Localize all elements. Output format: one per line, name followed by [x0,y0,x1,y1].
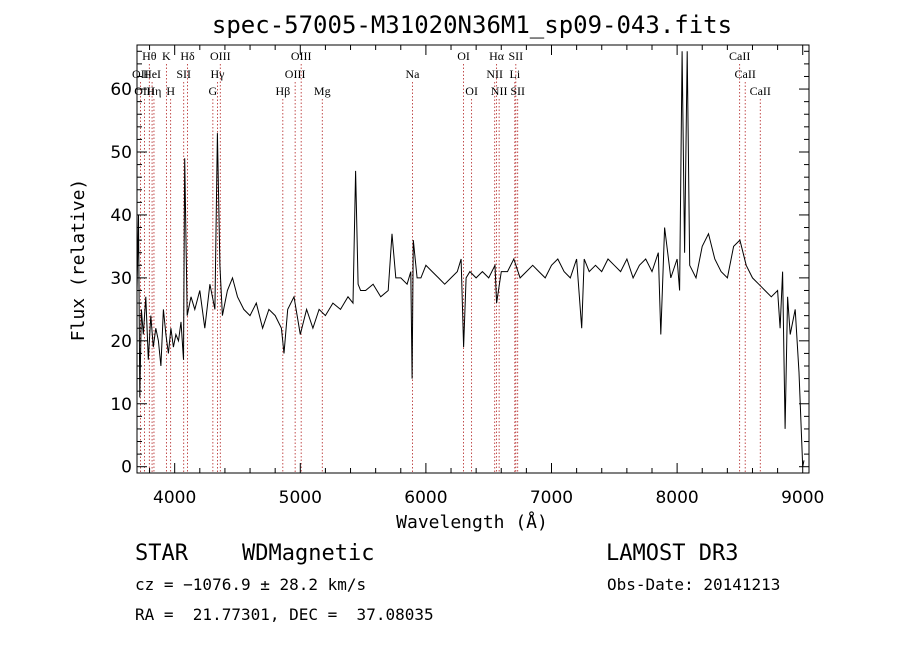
obs-date: Obs-Date: 20141213 [607,575,780,594]
spectral-line-label: K [162,49,171,63]
spectral-line-label: OIII [134,84,155,98]
spectral-line-label: Hδ [180,49,195,63]
spectral-line-label: NII [486,67,503,81]
survey-name: LAMOST DR3 [606,541,738,566]
spectral-line-label: OI [465,84,478,98]
plot-frame [136,44,810,474]
spectrum-line [136,51,805,467]
spectral-line-label: Mg [314,84,331,98]
spectral-line-label: NII [491,84,508,98]
spectral-line-label: Hθ [142,49,157,63]
spectral-line-label: SII [510,84,525,98]
y-tick-label: 10 [110,395,132,415]
y-tick-label: 60 [110,80,132,100]
y-axis: 0 10 20 30 40 50 60 [110,50,809,478]
spectral-line-label: OIII [285,67,306,81]
spectral-line-label: CaII [750,84,771,98]
spectral-line-label: SII [176,67,191,81]
spectral-line-label: G [209,84,218,98]
spectral-line-label: H [166,84,175,98]
spectral-line-label: Hβ [275,84,290,98]
ra-dec: RA = 21.77301, DEC = 37.08035 [135,605,434,624]
spectral-line-label: CaII [729,49,750,63]
redshift-cz: cz = −1076.9 ± 28.2 km/s [135,575,366,594]
x-tick-label: 5000 [279,488,322,508]
spectral-line-label: OI [457,49,470,63]
spectral-line-label: SII [508,49,523,63]
object-class: STAR [135,541,189,566]
x-tick-label: 8000 [655,488,698,508]
x-tick-label: 4000 [153,488,196,508]
x-axis: 4000 5000 6000 7000 8000 9000 [149,45,824,508]
spectral-line-label: Hα [489,49,505,63]
spectral-line-label: OII [132,67,149,81]
spectral-line-label: OIII [210,49,231,63]
y-axis-label: Flux (relative) [68,179,89,342]
spectral-line-label: HeI [143,67,161,81]
x-tick-label: 7000 [530,488,573,508]
spectral-line-label: Hη [146,84,161,98]
spectral-line-label: Li [509,67,520,81]
y-tick-label: 0 [121,458,132,478]
spectral-line-label: Hγ [211,67,226,81]
line-markers [139,64,761,473]
object-subclass: WDMagnetic [242,541,374,566]
x-axis-label: Wavelength (Å) [396,511,548,533]
y-tick-label: 40 [110,206,132,226]
x-tick-label: 6000 [404,488,447,508]
spectral-line-label: CaII [735,67,756,81]
x-tick-label: 9000 [781,488,824,508]
y-tick-label: 20 [110,332,132,352]
chart-title: spec-57005-M31020N36M1_sp09-043.fits [212,11,732,39]
y-tick-label: 50 [110,143,132,163]
y-tick-label: 30 [110,269,132,289]
spectral-line-label: Na [405,67,420,81]
spectral-line-label: OIII [291,49,312,63]
